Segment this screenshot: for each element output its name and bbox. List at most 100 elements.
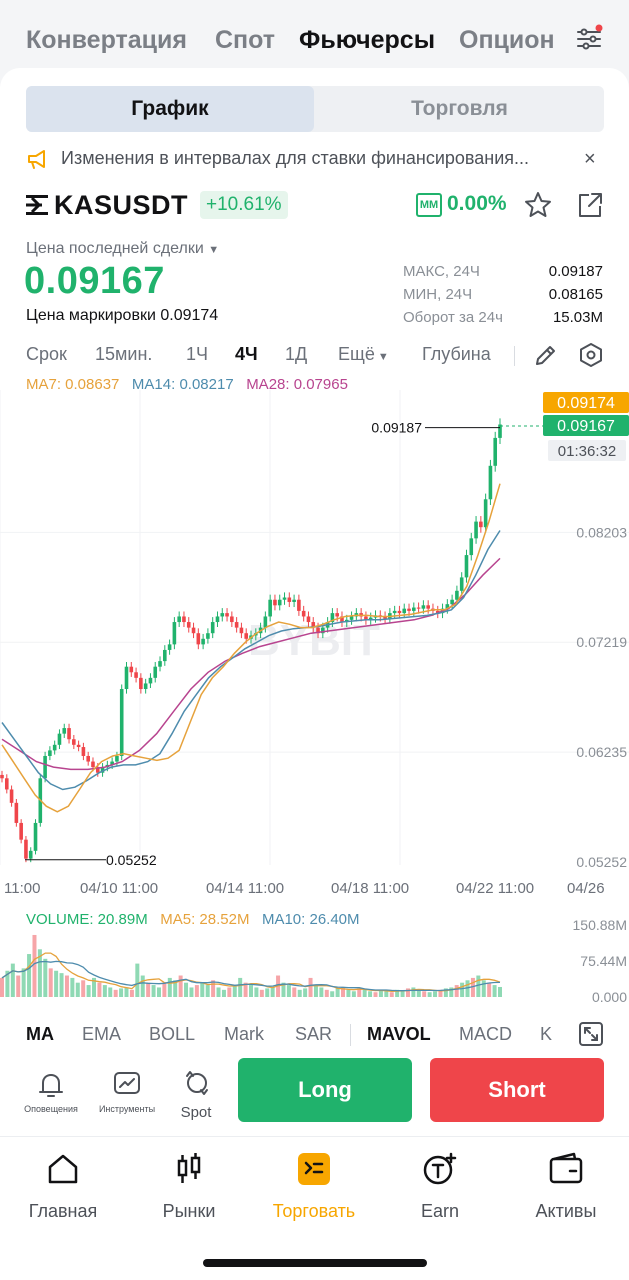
indicator-sar[interactable]: SAR — [295, 1024, 333, 1044]
home-indicator — [203, 1259, 427, 1267]
candle — [421, 605, 426, 609]
tools-button[interactable]: Инструменты — [92, 1064, 162, 1124]
volume-bar — [102, 985, 107, 997]
bell-icon — [39, 1074, 63, 1097]
symbol-name[interactable]: KASUSDT — [54, 190, 189, 220]
indicator-mark[interactable]: Mark — [224, 1024, 264, 1044]
indicator-ema[interactable]: EMA — [82, 1024, 122, 1044]
segment-chart-button[interactable]: График — [26, 86, 314, 132]
candle — [67, 728, 71, 740]
volume-bar — [357, 988, 362, 997]
candle — [412, 607, 416, 611]
volume-bar — [427, 992, 432, 997]
filter-settings-icon[interactable] — [574, 24, 604, 54]
volume-chart[interactable]: 150.88M 75.44M 0.000 — [0, 915, 629, 1005]
volume-bar — [330, 991, 335, 997]
volume-bar — [346, 989, 351, 997]
candle — [402, 608, 407, 614]
ma28-line — [1, 557, 501, 771]
notice-banner[interactable]: Изменения в интервалах для ставки финанс… — [26, 146, 604, 174]
pencil-icon[interactable] — [533, 342, 559, 368]
long-button[interactable]: Long — [238, 1058, 412, 1122]
volume-bar — [184, 982, 189, 997]
volume-value: VOLUME: 20.89M — [26, 911, 148, 928]
volume-bar — [27, 954, 32, 997]
nav-assets[interactable]: Активы — [511, 1151, 621, 1222]
alerts-button[interactable]: Оповещения — [16, 1064, 86, 1124]
volume-bar — [395, 989, 400, 997]
volume-bar — [173, 980, 178, 997]
indicator-ma[interactable]: MA — [26, 1024, 54, 1044]
candle — [115, 755, 119, 762]
candle — [321, 627, 325, 634]
candle — [163, 649, 167, 662]
volume-bar — [227, 987, 232, 997]
candle — [196, 633, 201, 645]
nav-markets[interactable]: Рынки — [134, 1151, 244, 1222]
volume-bar — [10, 963, 15, 997]
interval-term[interactable]: Срок — [26, 344, 67, 364]
action-row: Оповещения Инструменты Spot Long Short — [0, 1058, 629, 1124]
volume-bar — [454, 985, 459, 997]
volume-bar — [162, 982, 167, 997]
mark-price-label: Цена маркировки — [26, 307, 156, 324]
depth-tab[interactable]: Глубина — [422, 344, 491, 364]
nav-trade-label: Торговать — [272, 1201, 356, 1221]
candle — [301, 610, 306, 617]
fullscreen-icon[interactable] — [578, 1021, 604, 1047]
volume-bar — [422, 991, 427, 997]
volume-bar — [303, 988, 308, 997]
share-icon[interactable] — [575, 190, 605, 220]
interval-1h[interactable]: 1Ч — [186, 344, 209, 364]
ma14-legend: MA14: 0.08217 — [131, 376, 234, 393]
candle — [28, 850, 33, 859]
interval-15m[interactable]: 15мин. — [95, 344, 153, 364]
nav-trade[interactable]: Торговать — [259, 1151, 369, 1222]
interval-more[interactable]: Ещё ▼ — [338, 344, 389, 365]
candle — [435, 610, 440, 614]
volume-bar — [151, 985, 156, 997]
candle — [43, 755, 47, 779]
megaphone-icon — [28, 150, 45, 169]
nav-home[interactable]: Главная — [8, 1151, 118, 1222]
chart-settings-icon[interactable] — [577, 341, 605, 369]
tab-futures[interactable]: Фьючерсы — [299, 26, 436, 54]
volume-bar — [487, 982, 492, 997]
interval-1d[interactable]: 1Д — [285, 344, 308, 364]
volume-bar — [416, 989, 421, 997]
interval-4h[interactable]: 4Ч — [235, 344, 258, 364]
volume-bar — [438, 989, 443, 997]
indicator-macd[interactable]: MACD — [459, 1024, 512, 1044]
caret-down-icon: ▼ — [374, 351, 389, 363]
volume-bar — [194, 985, 199, 997]
star-icon[interactable] — [523, 190, 553, 220]
segment-trade-button[interactable]: Торговля — [411, 97, 508, 120]
indicator-kdj[interactable]: K — [540, 1024, 553, 1044]
mark-price-value: 0.09174 — [160, 307, 219, 324]
volume-bar — [319, 987, 324, 997]
candle — [0, 774, 4, 779]
divider — [350, 1024, 351, 1046]
candle — [182, 616, 186, 623]
last-price-label[interactable]: Цена последней сделки ▼ — [26, 240, 219, 258]
candle — [445, 604, 450, 609]
candle — [19, 822, 23, 840]
tab-convert[interactable]: Конвертация — [26, 26, 187, 54]
candle — [397, 610, 402, 614]
close-icon[interactable]: × — [584, 148, 596, 170]
spot-button[interactable]: Spot — [161, 1064, 231, 1124]
volume-bar — [178, 975, 183, 997]
short-button[interactable]: Short — [430, 1058, 604, 1122]
tab-options[interactable]: Опцион — [459, 26, 555, 54]
indicator-mavol[interactable]: MAVOL — [367, 1024, 431, 1044]
tab-spot[interactable]: Спот — [215, 26, 276, 54]
candle — [95, 767, 100, 773]
countdown-tag-label: 01:36:32 — [558, 443, 616, 460]
symbol-change-badge: +10.61% — [200, 191, 288, 219]
candle — [186, 622, 191, 628]
nav-earn[interactable]: Earn — [385, 1151, 495, 1222]
y-tick-label: 0.08203 — [576, 524, 627, 540]
indicator-boll[interactable]: BOLL — [149, 1024, 196, 1044]
volume-bar — [21, 968, 26, 997]
